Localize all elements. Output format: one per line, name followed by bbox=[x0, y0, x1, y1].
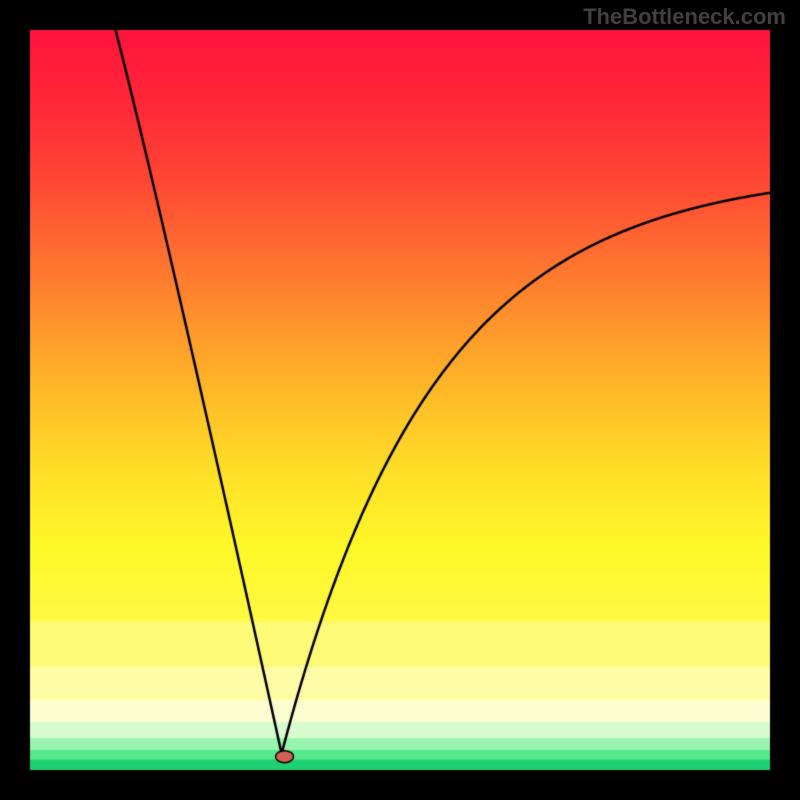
chart-container: TheBottleneck.com bbox=[0, 0, 800, 800]
bottleneck-gradient-chart bbox=[0, 0, 800, 800]
